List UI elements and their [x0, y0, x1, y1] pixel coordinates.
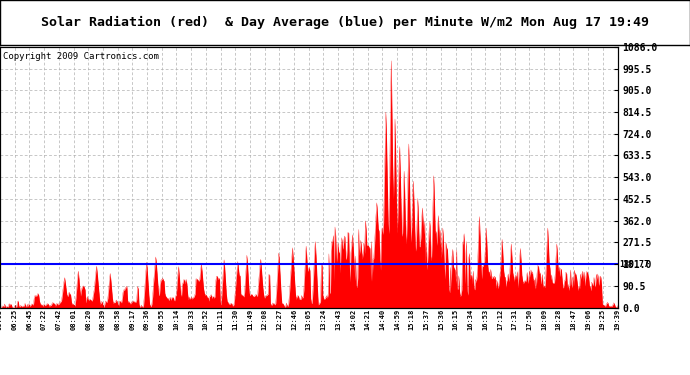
Text: Solar Radiation (red)  & Day Average (blue) per Minute W/m2 Mon Aug 17 19:49: Solar Radiation (red) & Day Average (blu… — [41, 16, 649, 29]
Text: Copyright 2009 Cartronics.com: Copyright 2009 Cartronics.com — [3, 52, 159, 61]
Text: 180.77: 180.77 — [619, 260, 649, 268]
